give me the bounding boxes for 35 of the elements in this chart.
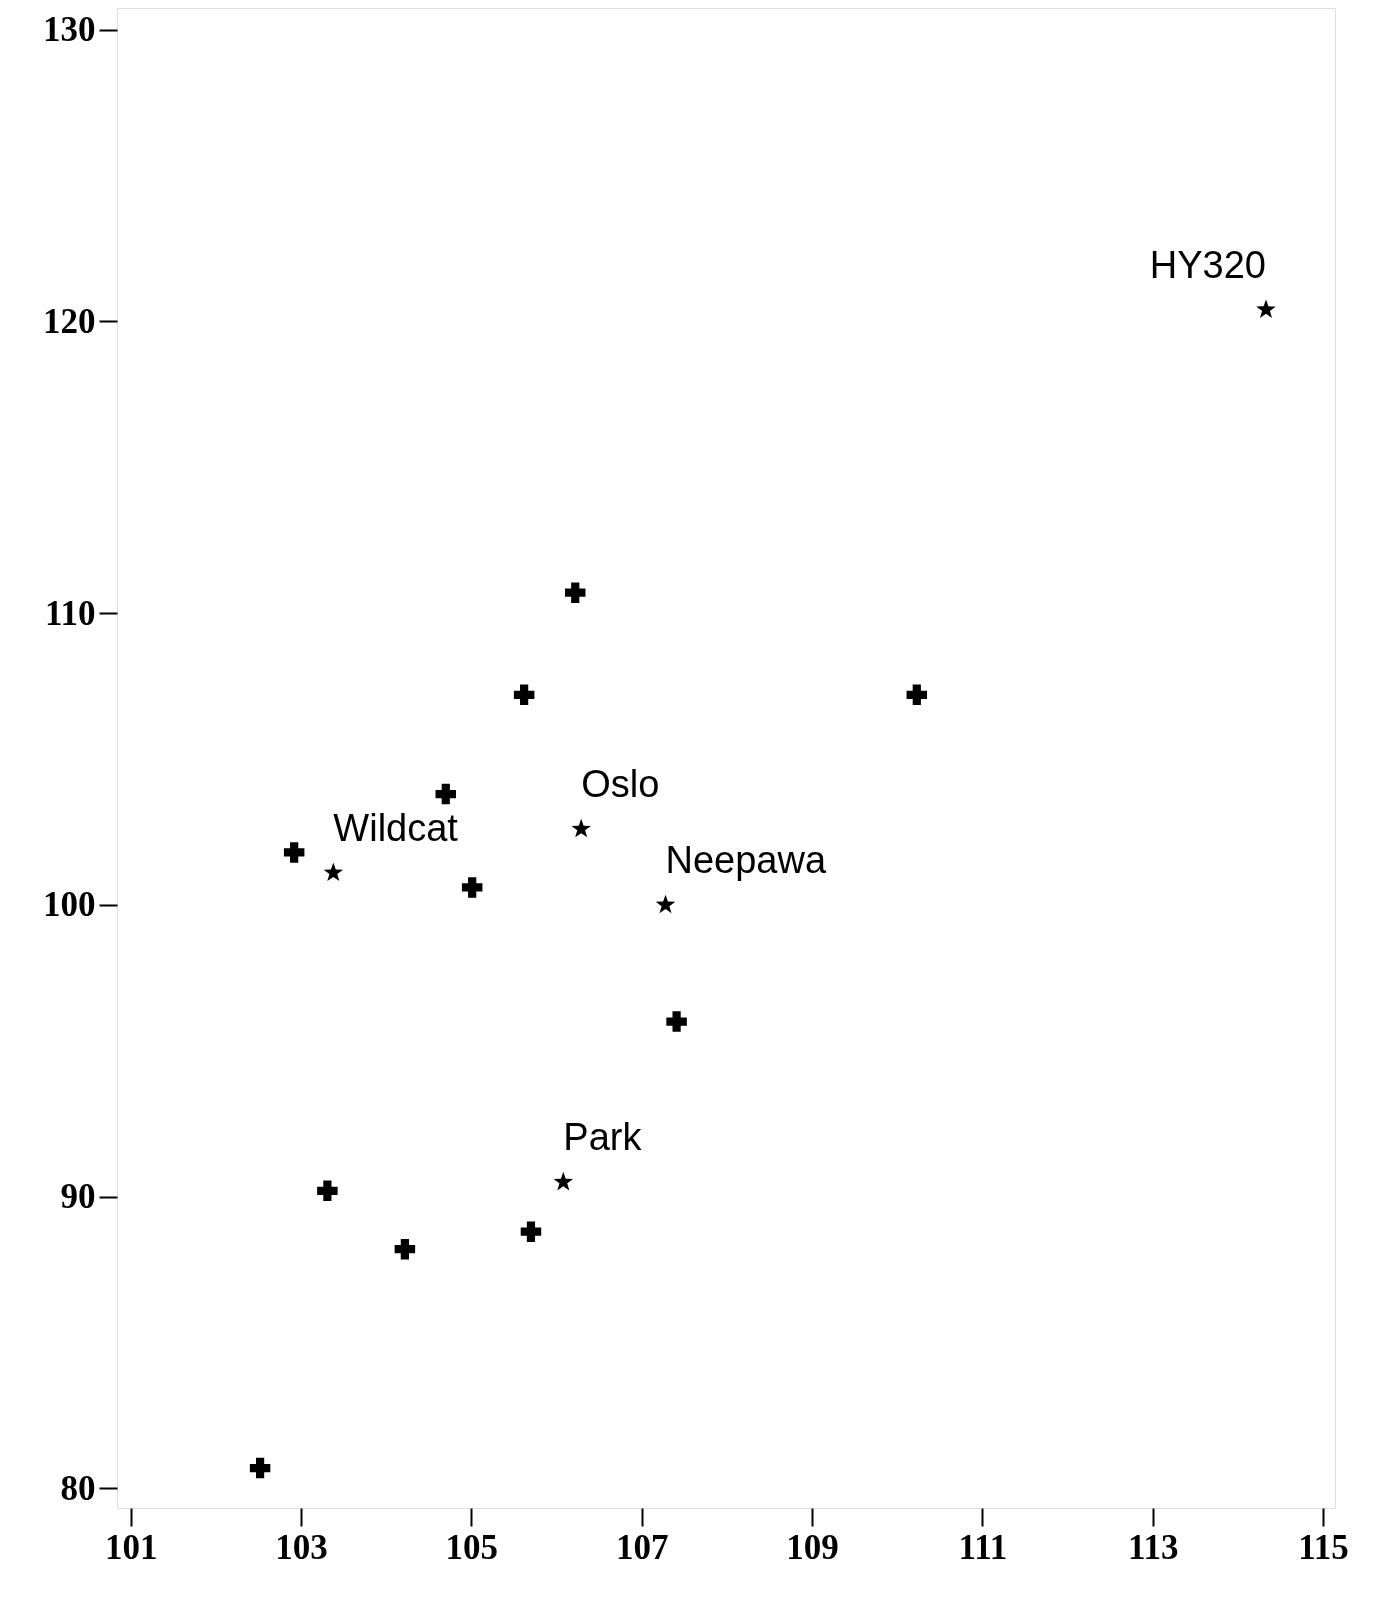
x-tick-label: 103 [275,1527,328,1567]
point [1256,299,1276,318]
point [564,582,586,603]
y-tick-label: 120 [43,301,96,341]
annotation: Park [563,1116,643,1159]
x-tick-label: 105 [445,1527,499,1567]
x-tick-label: 111 [958,1527,1008,1567]
point [323,862,344,882]
point [283,842,305,863]
y-tick-label: 130 [43,10,96,50]
point [553,1171,574,1191]
x-tick-label: 101 [104,1527,158,1567]
point [666,1011,687,1032]
point [571,818,591,838]
annotation: HY320 [1149,243,1267,286]
x-tick-label: 107 [615,1527,669,1567]
x-tick-label: 115 [1298,1527,1349,1567]
point [513,684,535,706]
annotation: Wildcat [333,806,459,849]
point [655,894,676,914]
x-tick-label: 113 [1127,1527,1179,1567]
point [520,1221,542,1242]
annotation: Neepawa [665,838,827,881]
y-tick-label: 110 [44,593,96,633]
y-tick-label: 90 [60,1177,96,1217]
y-tick-label: 100 [43,885,96,925]
point [435,783,457,805]
y-tick-label: 80 [60,1468,96,1508]
annotation: Oslo [581,763,660,806]
point [394,1238,416,1260]
point [317,1180,338,1202]
x-tick-label: 109 [786,1527,839,1567]
point [906,684,928,706]
point [249,1457,271,1479]
point [461,877,483,898]
